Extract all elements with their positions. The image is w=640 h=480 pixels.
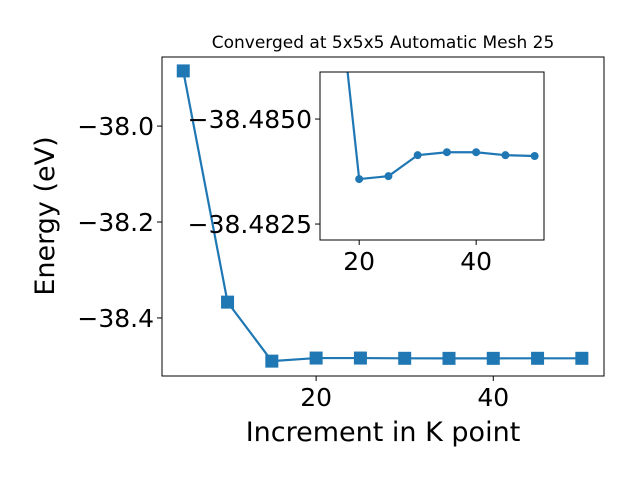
inset-y-tick-label: −38.4850	[188, 105, 312, 134]
main-marker	[309, 351, 323, 365]
main-frame	[161, 56, 605, 377]
inset-marker	[413, 151, 422, 160]
main-series-line	[182, 70, 582, 363]
main-marker	[221, 295, 235, 309]
inset-marker	[355, 175, 364, 184]
main-x-tick-label: 20	[300, 383, 332, 412]
inset-marker	[442, 148, 451, 157]
inset-series-line	[346, 72, 535, 181]
inset-marker	[501, 151, 510, 160]
main-marker	[575, 351, 589, 365]
main-y-tick-label: −38.2	[77, 208, 154, 237]
chart-title: Converged at 5x5x5 Automatic Mesh 25	[212, 33, 555, 53]
inset-marker	[384, 172, 393, 181]
main-y-tick-label: −38.4	[77, 304, 154, 333]
main-series	[176, 64, 589, 368]
main-marker	[265, 354, 279, 368]
main-marker	[398, 351, 412, 365]
main-x-tick-label: 40	[477, 383, 509, 412]
main-marker	[486, 351, 500, 365]
main-marker	[531, 351, 545, 365]
inset-marker	[472, 148, 481, 157]
y-axis-label: Energy (eV)	[30, 136, 61, 295]
x-axis-label: Increment in K point	[246, 417, 521, 448]
inset-x-tick-label: 40	[460, 247, 492, 276]
inset-x-tick-label: 20	[343, 247, 375, 276]
inset-y-tick-label: −38.4825	[188, 210, 312, 239]
inset-series	[346, 72, 539, 184]
main-marker	[442, 351, 456, 365]
main-marker	[353, 351, 367, 365]
main-marker	[176, 64, 190, 78]
inset-frame	[319, 71, 545, 241]
main-y-tick-label: −38.0	[77, 112, 154, 141]
inset-marker	[530, 152, 539, 160]
